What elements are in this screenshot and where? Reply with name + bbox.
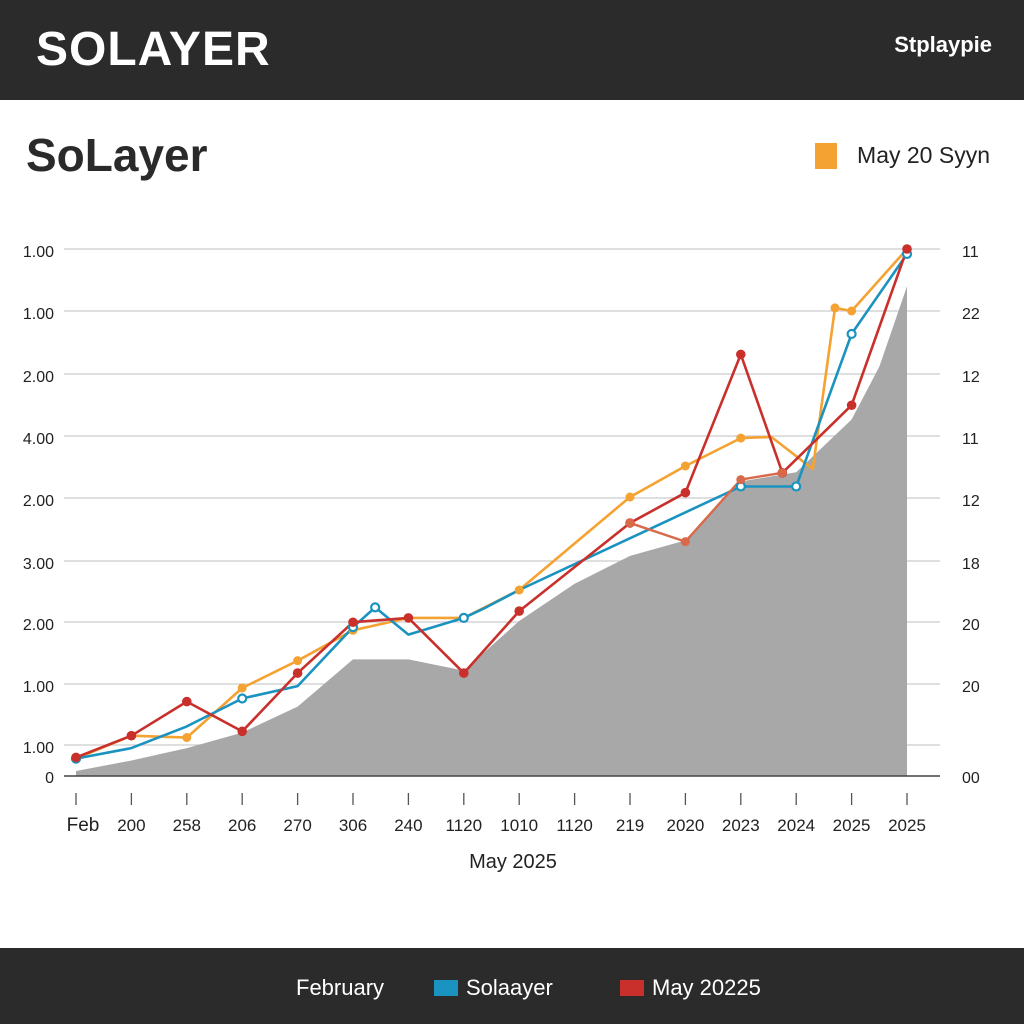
footer-legend-item-solaayer: Solaayer: [434, 975, 553, 1001]
data-point-red: [403, 613, 414, 623]
data-point-red: [237, 726, 247, 737]
x-tick-label: 2025: [888, 816, 926, 835]
footer-legend-label: Solaayer: [466, 975, 553, 1000]
y-tick-label-left: 2.00: [23, 617, 54, 634]
data-point-blue: [458, 612, 469, 624]
y-tick-label-right: 11: [962, 244, 979, 261]
y-tick-label-left: 1.00: [23, 679, 54, 696]
x-tick-label: 219: [616, 816, 644, 835]
legend-top: May 20 Syyn: [815, 142, 990, 169]
x-tick-label: 206: [228, 816, 256, 835]
y-tick-label-right: 11: [962, 431, 979, 448]
data-point-red: [292, 668, 303, 678]
y-tick-label-left: 0: [45, 770, 54, 787]
y-tick-label-right: 22: [962, 306, 980, 323]
y-tick-label-right: 12: [962, 369, 980, 386]
x-tick-label: 2020: [666, 816, 704, 835]
data-point-red-overlay: [680, 537, 690, 547]
y-tick-label-left: 2.00: [23, 493, 54, 510]
x-tick-label: 200: [117, 816, 145, 835]
data-point-red: [902, 244, 912, 254]
y-tick-label-right: 12: [962, 493, 980, 510]
area-series: [76, 286, 907, 776]
legend-swatch-orange: [815, 142, 838, 169]
series-line-blue: [75, 253, 909, 760]
y-tick-label-right: 18: [962, 556, 980, 573]
data-point-red: [680, 487, 691, 498]
header-bar: SOLAYER Stplaypie: [0, 0, 1024, 100]
y-tick-label-left: 4.00: [23, 431, 54, 448]
data-point-orange: [625, 492, 635, 502]
x-tick-label: 1120: [556, 816, 593, 835]
series-line-red-overlay: [629, 471, 783, 543]
x-tick-label: 306: [339, 816, 367, 835]
data-point-orange: [830, 303, 840, 313]
data-point-red: [846, 400, 857, 411]
data-point-red-overlay: [736, 475, 746, 485]
y-tick-label-left: 2.00: [23, 369, 54, 386]
x-tick-label: 240: [394, 816, 422, 835]
data-point-orange: [680, 461, 690, 471]
footer-legend: February Solaayer May 20225: [0, 948, 1024, 1024]
y-tick-label-left: 3.00: [23, 556, 54, 573]
y-tick-label-right: 00: [962, 770, 980, 787]
x-tick-label: 1120: [446, 816, 483, 835]
data-point-red-overlay: [625, 518, 635, 528]
x-tick-label: Feb: [67, 815, 100, 836]
data-point-blue: [846, 328, 857, 340]
x-axis-label: May 2025: [469, 851, 557, 873]
data-point-red: [459, 668, 469, 678]
data-point-orange: [736, 433, 746, 443]
y-tick-label-right: 20: [962, 617, 980, 634]
data-point-red-overlay: [777, 468, 787, 478]
header-right-label[interactable]: Stplaypie: [894, 32, 992, 57]
data-point-red: [71, 752, 81, 763]
data-point-orange: [514, 585, 524, 595]
y-tick-label-left: 1.00: [23, 244, 54, 261]
x-tick-label: 2024: [777, 816, 815, 835]
data-point-red: [736, 349, 746, 360]
data-point-orange: [237, 683, 247, 693]
x-tick-label: 258: [173, 816, 201, 835]
data-point-red: [348, 617, 358, 628]
footer-legend-label: May 20225: [652, 975, 761, 1000]
data-point-red: [182, 696, 192, 707]
chart-markers-layer: [70, 244, 913, 764]
data-point-orange: [847, 306, 857, 316]
chart-area-layer: [76, 286, 907, 776]
data-point-red: [126, 730, 137, 741]
footer-legend-item-may: May 20225: [620, 975, 761, 1001]
x-tick-label: 2025: [833, 816, 871, 835]
legend-swatch-blue: [434, 980, 458, 996]
data-point-orange: [293, 656, 303, 666]
brand-logo: SOLAYER: [36, 23, 271, 76]
footer-legend-item-february: February: [296, 975, 384, 1001]
y-tick-label-left: 1.00: [23, 306, 54, 323]
data-point-blue: [791, 481, 802, 492]
y-tick-label-left: 1.00: [23, 740, 54, 757]
x-tick-label: 1010: [500, 816, 538, 835]
data-point-blue: [237, 693, 248, 704]
data-point-blue: [370, 602, 381, 613]
legend-label-orange: May 20 Syyn: [857, 142, 990, 168]
data-point-red: [514, 606, 524, 616]
x-tick-label: 270: [283, 816, 311, 835]
footer-legend-label: February: [296, 975, 385, 1000]
chart-title: SoLayer: [26, 129, 208, 181]
x-tick-label: 2023: [722, 816, 760, 835]
chart-axes: 1.001.002.004.002.003.002.001.001.000112…: [23, 244, 980, 836]
data-point-orange: [182, 733, 192, 743]
legend-swatch-red: [620, 980, 644, 996]
y-tick-label-right: 20: [962, 679, 980, 696]
